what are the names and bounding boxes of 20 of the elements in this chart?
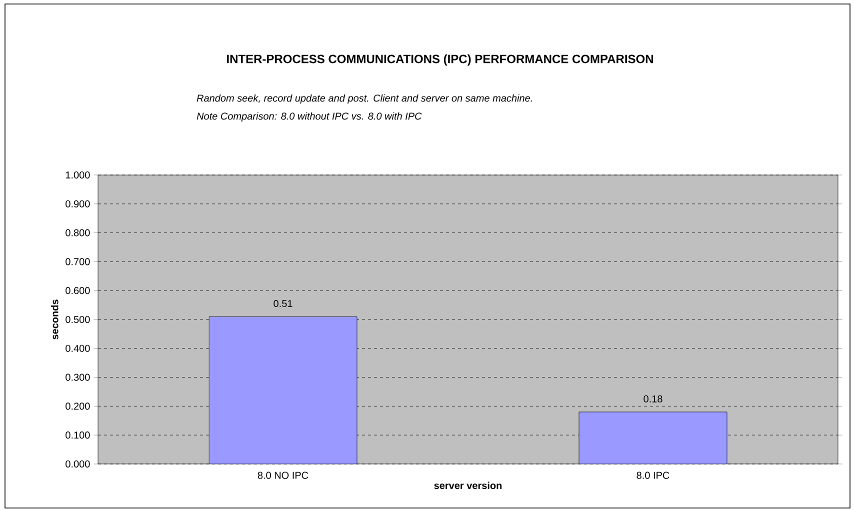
y-tick-label: 0.500 bbox=[66, 316, 90, 324]
y-tick-label: 0.400 bbox=[66, 344, 90, 352]
data-label: 0.51 bbox=[274, 300, 292, 308]
y-tick-label: 0.900 bbox=[66, 200, 90, 208]
y-tick-label: 0.000 bbox=[66, 460, 90, 468]
x-axis-title: server version bbox=[434, 482, 502, 490]
chart-subtitle: Random seek, record update and post. Client and server on same machine. bbox=[196, 94, 532, 104]
y-tick-label: 1.000 bbox=[66, 171, 90, 179]
y-tick-label: 0.700 bbox=[66, 258, 90, 266]
y-tick-label: 0.200 bbox=[66, 402, 90, 410]
text: Note Comparison: 8.0 without IPC vs. 8.0 with IPC bbox=[196, 112, 422, 122]
chart-title: INTER-PROCESS COMMUNICATIONS (IPC) PERFORMANCE COMPARISON bbox=[227, 54, 653, 66]
y-axis-title: seconds bbox=[50, 300, 58, 340]
y-tick-label: 0.300 bbox=[66, 374, 90, 381]
y-tick-label: 0.600 bbox=[66, 287, 90, 294]
y-tick-label: 0.100 bbox=[66, 432, 90, 439]
y-tick-label: 0.800 bbox=[66, 229, 90, 236]
x-tick-label: 8.0 IPC bbox=[636, 472, 670, 479]
x-tick-label: 8.0 NO IPC bbox=[258, 472, 308, 479]
data-label: 0.18 bbox=[644, 395, 662, 402]
